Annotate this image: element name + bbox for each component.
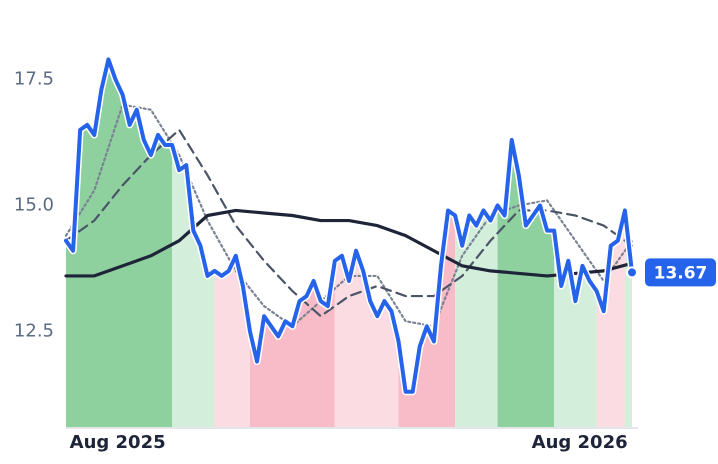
- region-area: [172, 145, 215, 427]
- last-value-label: 13.67: [654, 263, 708, 283]
- x-tick-label: Aug 2025: [70, 432, 166, 453]
- sma-line: [64, 208, 634, 278]
- region-area: [66, 59, 173, 428]
- price-line: [64, 57, 634, 394]
- region-area: [455, 205, 498, 427]
- region-area: [398, 210, 456, 427]
- last-value-badge: [645, 258, 716, 287]
- y-tick-label: 17.5: [14, 69, 54, 90]
- region-area: [249, 260, 335, 427]
- y-tick-label: 12.5: [14, 320, 54, 341]
- x-tick-label: Aug 2026: [532, 432, 628, 453]
- region-area: [214, 255, 250, 427]
- region-area: [596, 210, 625, 427]
- y-tick-label: 15.0: [14, 194, 54, 215]
- last-point: [626, 266, 638, 279]
